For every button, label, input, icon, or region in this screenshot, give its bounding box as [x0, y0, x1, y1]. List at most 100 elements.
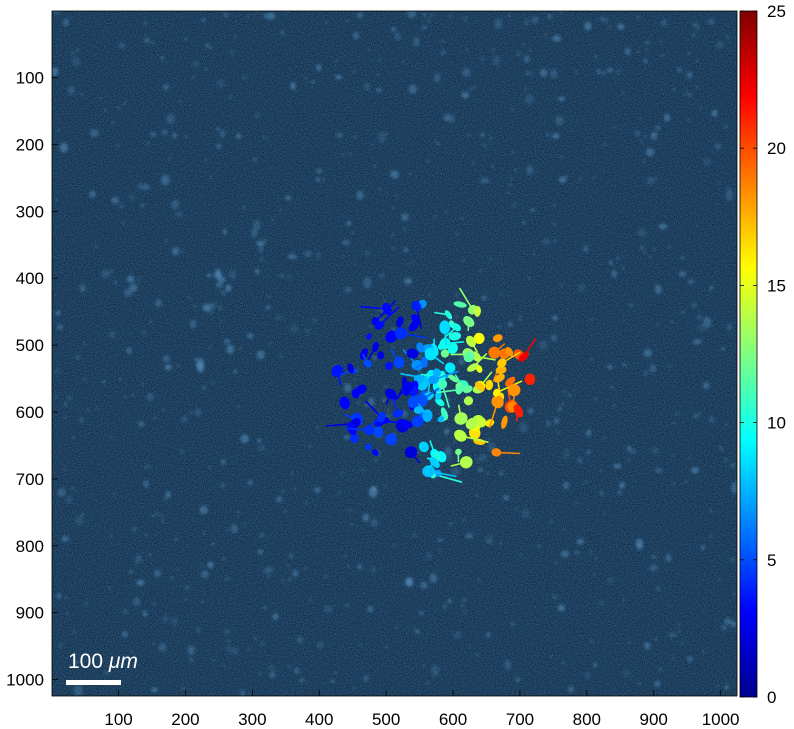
faint-cell	[70, 51, 75, 55]
labeled-cell	[347, 363, 355, 374]
faint-cell	[525, 165, 534, 175]
bright-speck	[417, 451, 419, 454]
bright-speck	[653, 248, 655, 250]
bright-speck	[81, 513, 84, 516]
bright-speck	[438, 549, 441, 552]
faint-cell	[357, 563, 363, 570]
bright-speck	[160, 514, 163, 516]
faint-cell	[677, 412, 681, 415]
faint-cell	[377, 58, 383, 62]
bright-speck	[124, 396, 126, 398]
bright-speck	[498, 326, 501, 328]
labeled-cell	[407, 395, 419, 408]
bright-speck	[386, 133, 388, 135]
labeled-cell	[359, 348, 369, 360]
bright-speck	[385, 646, 388, 648]
faint-cell	[447, 398, 452, 402]
labeled-cell	[406, 348, 419, 359]
faint-cell	[155, 511, 159, 517]
faint-cell	[135, 554, 143, 562]
y-tick-label: 700	[16, 470, 44, 489]
faint-cell	[192, 60, 200, 68]
bright-speck	[661, 55, 663, 57]
bright-speck	[697, 28, 699, 30]
colorbar-gradient	[739, 10, 758, 698]
bright-speck	[325, 21, 328, 24]
labeled-cell	[351, 388, 360, 399]
bright-speck	[550, 656, 552, 658]
faint-cell	[137, 182, 144, 190]
faint-cell	[730, 463, 736, 468]
faint-cell	[71, 57, 81, 67]
bright-speck	[593, 574, 596, 576]
bright-speck	[117, 145, 119, 147]
faint-cell	[442, 604, 447, 609]
faint-cell	[310, 80, 316, 84]
faint-cell	[683, 90, 691, 98]
faint-cell	[725, 34, 729, 39]
colorbar-tick-label: 5	[767, 551, 776, 570]
faint-cell	[530, 208, 535, 212]
x-tick-label: 900	[640, 710, 668, 729]
labeled-process	[429, 353, 444, 365]
x-tick-label: 100	[104, 710, 132, 729]
faint-cell	[676, 67, 682, 72]
bright-speck	[455, 316, 458, 318]
bright-speck	[209, 177, 212, 179]
faint-cell	[266, 12, 276, 20]
bright-speck	[113, 493, 115, 496]
faint-cell	[494, 18, 503, 30]
faint-cell	[223, 338, 231, 344]
labeled-cell	[408, 320, 420, 332]
faint-cell	[382, 397, 386, 403]
bright-speck	[637, 51, 640, 53]
bright-speck	[656, 323, 659, 326]
faint-cell	[651, 447, 660, 455]
faint-cell	[211, 542, 215, 546]
labeled-process	[427, 383, 431, 398]
faint-cell	[557, 406, 562, 412]
faint-cell	[716, 41, 724, 50]
bright-speck	[132, 394, 134, 396]
bright-speck	[162, 409, 164, 411]
bright-speck	[460, 217, 463, 219]
bright-speck	[81, 288, 83, 291]
faint-cell	[162, 84, 170, 91]
bright-speck	[369, 325, 372, 327]
bright-speck	[409, 173, 411, 175]
faint-cell	[639, 245, 645, 250]
labeled-process	[522, 338, 537, 358]
labeled-cell	[501, 415, 508, 429]
labeled-cell	[463, 396, 474, 406]
faint-cell	[555, 115, 564, 126]
bright-speck	[349, 153, 352, 155]
faint-cell	[240, 434, 249, 444]
faint-cell	[194, 408, 201, 417]
faint-cell	[263, 605, 267, 610]
faint-cell	[479, 133, 485, 137]
bright-speck	[373, 165, 376, 167]
labeled-cell	[462, 385, 473, 394]
bright-speck	[660, 41, 662, 43]
faint-cell	[658, 667, 662, 671]
faint-cell	[703, 316, 712, 328]
faint-cell	[417, 369, 422, 374]
faint-cell	[551, 133, 560, 139]
faint-cell	[230, 525, 239, 534]
faint-cell	[501, 270, 504, 275]
faint-cell	[403, 277, 412, 285]
faint-cell	[479, 55, 486, 61]
bright-speck	[344, 555, 347, 557]
faint-cell	[654, 285, 662, 295]
faint-cell	[146, 393, 154, 402]
faint-cell	[467, 645, 471, 648]
faint-cell	[172, 132, 178, 139]
scale-bar-line	[66, 680, 121, 685]
bright-speck	[177, 365, 179, 367]
faint-cell	[599, 599, 604, 606]
faint-cell	[123, 288, 133, 298]
faint-cell	[172, 247, 180, 256]
bright-speck	[560, 284, 562, 286]
labeled-cell	[485, 379, 494, 391]
bright-speck	[352, 231, 354, 234]
